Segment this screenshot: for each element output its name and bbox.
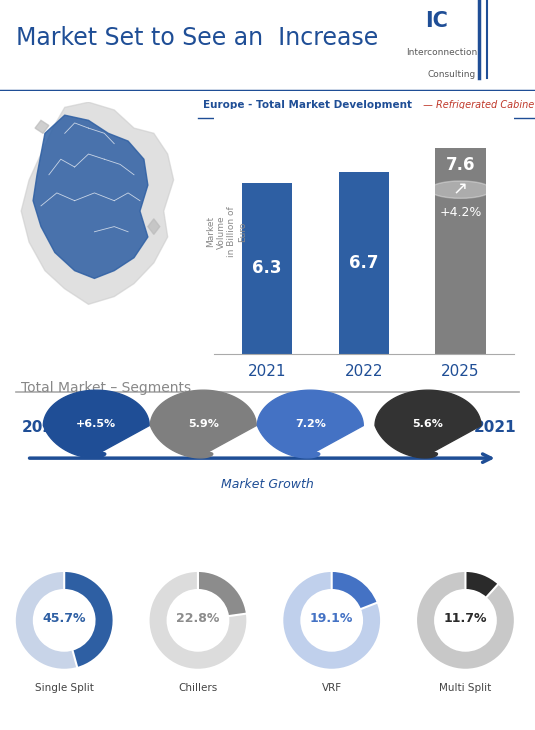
Polygon shape <box>257 391 363 458</box>
Text: Market
Volume
in Billion of
Euro: Market Volume in Billion of Euro <box>207 207 247 257</box>
Text: 7.6: 7.6 <box>446 156 475 174</box>
Bar <box>435 147 486 354</box>
Text: Chillers: Chillers <box>178 683 218 694</box>
Text: 7.2%: 7.2% <box>295 419 326 429</box>
Text: +6.5%: +6.5% <box>76 419 117 429</box>
Text: 19.1%: 19.1% <box>310 612 354 625</box>
Text: Consulting: Consulting <box>428 70 476 80</box>
Text: VRF: VRF <box>322 683 342 694</box>
Polygon shape <box>43 391 149 458</box>
Wedge shape <box>64 571 113 668</box>
Polygon shape <box>375 391 481 458</box>
Text: Single Split: Single Split <box>35 683 94 694</box>
Text: Market Set to See an  Increase: Market Set to See an Increase <box>16 26 378 50</box>
Polygon shape <box>35 120 49 134</box>
Text: Europe - Total Market Development: Europe - Total Market Development <box>203 100 412 110</box>
Text: 22.8%: 22.8% <box>176 612 220 625</box>
Text: 2021: 2021 <box>473 420 516 435</box>
Polygon shape <box>33 115 148 278</box>
Text: 6.3: 6.3 <box>253 259 282 277</box>
Polygon shape <box>148 219 160 234</box>
Wedge shape <box>465 571 499 598</box>
Wedge shape <box>15 571 113 670</box>
Bar <box>339 172 389 354</box>
Wedge shape <box>198 571 247 616</box>
Wedge shape <box>149 571 247 670</box>
Text: 45.7%: 45.7% <box>42 612 86 625</box>
Text: Total Market – Segments: Total Market – Segments <box>21 381 192 395</box>
Text: Interconnection: Interconnection <box>407 48 478 58</box>
Text: 5.6%: 5.6% <box>412 419 444 429</box>
Polygon shape <box>21 102 174 304</box>
Wedge shape <box>282 571 381 670</box>
Text: ↗: ↗ <box>453 180 468 199</box>
Text: 11.7%: 11.7% <box>444 612 487 625</box>
Text: 2020: 2020 <box>21 420 64 435</box>
Wedge shape <box>416 571 515 670</box>
Text: — Refrigerated Cabinets Market: — Refrigerated Cabinets Market <box>420 100 535 110</box>
Text: Market Growth: Market Growth <box>221 478 314 491</box>
Text: IC: IC <box>425 11 448 31</box>
Text: 5.9%: 5.9% <box>188 419 219 429</box>
Circle shape <box>430 181 491 199</box>
Bar <box>242 182 292 354</box>
Text: 6.7: 6.7 <box>349 254 379 272</box>
Wedge shape <box>332 571 378 610</box>
Text: +4.2%: +4.2% <box>439 207 482 219</box>
Polygon shape <box>150 391 256 458</box>
Text: Multi Split: Multi Split <box>439 683 492 694</box>
